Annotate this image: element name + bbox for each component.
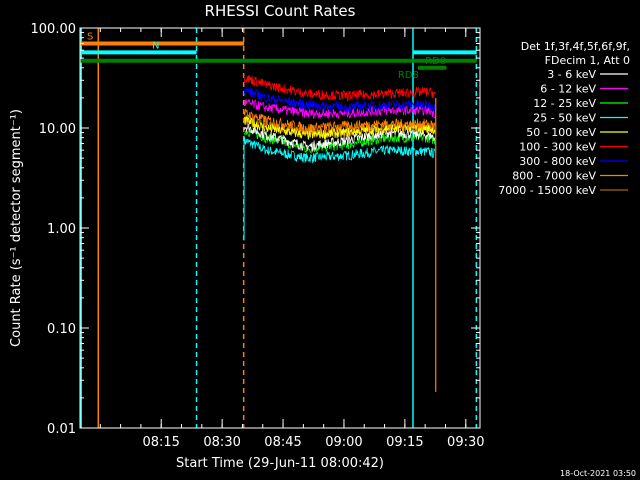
legend: Det 1f,3f,4f,5f,6f,9f, FDecim 1, Att 0 3… [498,40,630,197]
series-line [243,87,436,113]
x-tick-label: 08:45 [264,435,301,450]
flag-bars: S N RD8 RD0 [80,31,477,81]
flag-label: RD0 [425,56,446,67]
legend-label: 100 - 300 keV [519,141,596,154]
legend-label: 7000 - 15000 keV [498,184,596,197]
y-tick-label: 100.00 [31,22,77,37]
chart-title: RHESSI Count Rates [205,2,356,20]
y-tick-label: 0.10 [47,322,76,337]
axes: 0.01 0.10 1.00 10.00 100.00 08:15 08:30 08:45 09… [31,22,485,450]
y-axis-label: Count Rate (s⁻¹ detector segment⁻¹) [9,109,24,347]
legend-label: 6 - 12 keV [540,83,596,96]
y-tick-label: 10.00 [39,122,76,137]
x-tick-label: 09:15 [386,435,423,450]
flag-label: RD8 [398,70,419,81]
series-line [243,124,436,152]
legend-label: 50 - 100 keV [526,126,596,139]
legend-header-2: FDecim 1, Att 0 [545,54,630,67]
flag-label: N [152,40,159,51]
x-tick-label: 08:15 [142,435,179,450]
legend-label: 300 - 800 keV [519,155,596,168]
x-tick-label: 08:30 [203,435,240,450]
legend-label: 25 - 50 keV [533,112,596,125]
y-tick-label: 1.00 [47,222,76,237]
legend-label: 3 - 6 keV [547,68,596,81]
legend-header-1: Det 1f,3f,4f,5f,6f,9f, [521,40,630,53]
series-line [243,108,436,134]
flag-label: S [87,31,93,42]
y-tick-label: 0.01 [47,422,76,437]
series-lines [243,75,437,392]
timestamp: 18-Oct-2021 03:50 [560,469,636,478]
x-axis-label: Start Time (29-Jun-11 08:00:42) [176,456,384,471]
x-tick-label: 09:30 [447,435,484,450]
series-line [243,136,436,164]
x-tick-label: 09:00 [325,435,362,450]
legend-label: 800 - 7000 keV [512,170,596,183]
legend-label: 12 - 25 keV [533,97,596,110]
series-line [243,75,436,102]
